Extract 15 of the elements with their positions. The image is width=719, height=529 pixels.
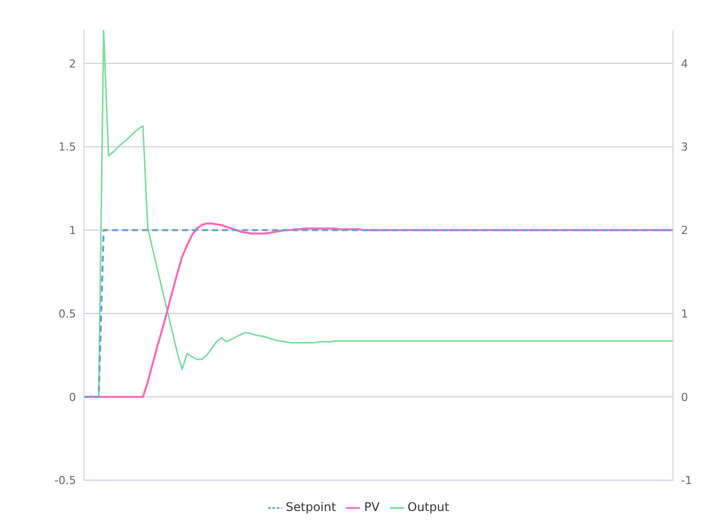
- y2-tick-label: 2: [681, 224, 688, 238]
- y-tick-label: 0: [69, 390, 76, 404]
- y2-tick-label: 1: [681, 307, 688, 320]
- y-tick-label: -0.5: [54, 474, 76, 488]
- legend-label: Output: [408, 500, 450, 514]
- legend-label: PV: [364, 500, 380, 514]
- y2-tick-label: -1: [681, 474, 692, 488]
- y-tick-label: 1: [69, 224, 76, 238]
- y2-tick-label: 0: [681, 390, 688, 404]
- y-tick-label: 2: [69, 57, 76, 70]
- legend-label: Setpoint: [286, 500, 336, 514]
- y-tick-label: 1.5: [58, 140, 76, 154]
- y2-tick-label: 4: [681, 57, 688, 70]
- y-tick-label: 0.5: [58, 307, 76, 320]
- y2-tick-label: 3: [681, 140, 688, 154]
